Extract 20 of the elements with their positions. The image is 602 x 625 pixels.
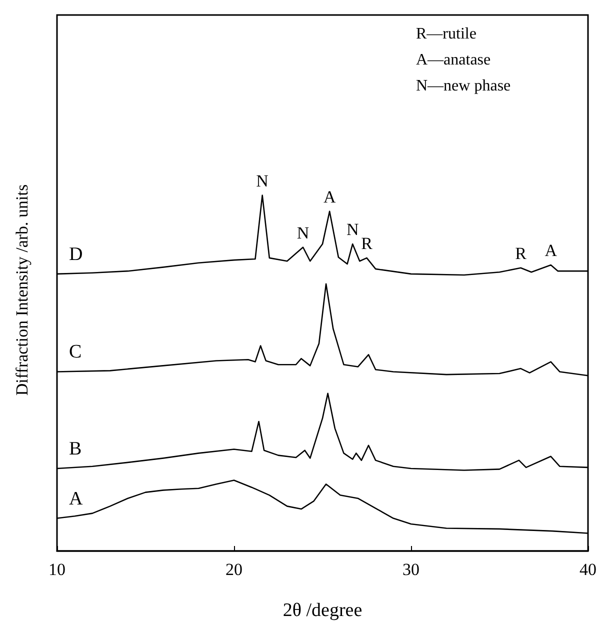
x-tick-label: 20: [226, 560, 242, 579]
annotation: A: [323, 187, 336, 206]
series-label: B: [69, 438, 82, 460]
annotation: R: [361, 234, 374, 253]
annotation: N: [346, 220, 359, 240]
annotation: N: [296, 223, 310, 242]
annotation: A: [544, 241, 558, 260]
text: N—new phase: [416, 78, 511, 94]
x-tick-label: 30: [402, 560, 420, 579]
x-tick-label: 10: [48, 560, 66, 579]
annotation: R: [515, 244, 528, 263]
x-tick-label: 40: [580, 560, 596, 579]
x-axis-title: 2θ /degree: [282, 600, 362, 621]
series-label: C: [69, 342, 82, 363]
text: A—anatase: [416, 52, 491, 68]
y-axis-title: Diffraction Intensity /arb. units: [12, 184, 32, 396]
annotation: N: [256, 171, 268, 190]
series-label: A: [69, 488, 83, 510]
text: R—rutile: [416, 26, 476, 42]
series-label: D: [69, 244, 83, 265]
